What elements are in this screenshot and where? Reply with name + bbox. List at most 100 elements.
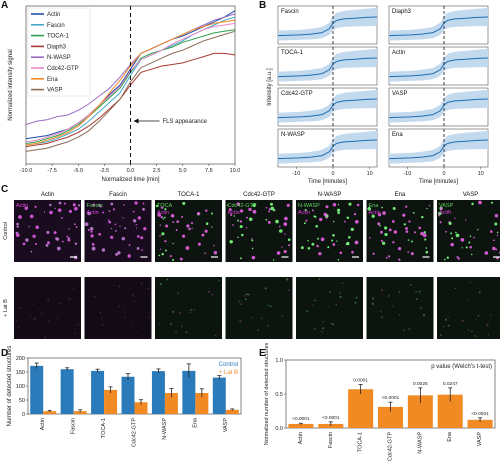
fluorescent-spot xyxy=(440,207,443,210)
fluorescent-spot xyxy=(89,226,94,231)
fluorescent-spot xyxy=(354,301,357,304)
fluorescent-spot xyxy=(300,246,304,250)
channel-label: Actin xyxy=(439,210,451,216)
fluorescent-spot xyxy=(354,240,359,245)
bar-control xyxy=(151,371,165,414)
x-tick-label: 5.0 xyxy=(179,168,187,174)
fluorescent-spot xyxy=(197,242,201,246)
fluorescent-spot xyxy=(377,222,381,226)
fluorescent-spot xyxy=(407,239,410,241)
fluorescent-spot xyxy=(307,240,309,242)
pvalue-label: 0.0001 xyxy=(353,377,368,383)
confidence-band xyxy=(278,89,377,123)
fluorescent-spot xyxy=(61,217,63,219)
x-category-label: N-WASP xyxy=(162,418,168,440)
fluorescent-spot xyxy=(351,250,354,254)
x-category-label: Cdc42-GTP xyxy=(388,432,394,461)
fluorescent-spot xyxy=(471,253,473,256)
channel-label: TOCA xyxy=(157,203,173,209)
fluorescent-spot xyxy=(74,242,78,245)
fluorescent-spot xyxy=(182,201,186,205)
fluorescent-spot xyxy=(161,252,164,256)
fluorescent-spot xyxy=(75,226,78,228)
micrograph-tile xyxy=(225,277,293,339)
fluorescent-spot xyxy=(47,320,50,323)
legend-entry: Fascin xyxy=(47,23,65,29)
fluorescent-spot xyxy=(493,239,495,242)
row-label: Control xyxy=(3,222,9,240)
fluorescent-spot xyxy=(425,250,429,254)
fluorescent-spot xyxy=(58,302,61,305)
fluorescent-spot xyxy=(101,317,104,320)
fluorescent-spot xyxy=(46,230,50,234)
panel-letter-d: D xyxy=(1,348,9,359)
fluorescent-spot xyxy=(407,251,410,253)
subplot-title: VASP xyxy=(392,91,408,97)
fluorescent-spot xyxy=(240,303,243,306)
fluorescent-spot xyxy=(49,210,53,215)
pvalue-label: <0.0001 xyxy=(292,416,310,422)
fluorescent-spot xyxy=(315,224,319,228)
fluorescent-spot xyxy=(185,331,188,334)
fluorescent-spot xyxy=(438,214,440,217)
fluorescent-spot xyxy=(244,298,247,301)
panel-c-micrographs: Control+ Lat BActinActinFascinFascinActi… xyxy=(3,192,500,339)
fluorescent-spot xyxy=(148,317,151,319)
x-tick-label: 0.0 xyxy=(127,168,135,174)
bar xyxy=(348,389,374,428)
fluorescent-spot xyxy=(66,235,69,238)
subplot-title: Ena xyxy=(392,132,403,138)
fluorescent-spot xyxy=(478,200,482,205)
fluorescent-spot xyxy=(34,317,37,320)
fluorescent-spot xyxy=(283,222,288,226)
fluorescent-spot xyxy=(228,208,232,212)
micrograph-tile xyxy=(84,277,152,339)
fluorescent-spot xyxy=(391,220,395,223)
x-tick-label: -7.5 xyxy=(47,168,56,174)
fluorescent-spot xyxy=(279,229,283,233)
fluorescent-spot xyxy=(484,251,489,255)
fluorescent-spot xyxy=(58,201,62,205)
channel-label: Ena xyxy=(369,203,380,209)
fluorescent-spot xyxy=(468,241,471,244)
fluorescent-spot xyxy=(135,330,137,333)
fluorescent-spot xyxy=(339,291,341,294)
fluorescent-spot xyxy=(331,239,334,242)
fluorescent-spot xyxy=(136,246,140,250)
fluorescent-spot xyxy=(303,222,306,225)
fluorescent-spot xyxy=(325,205,329,209)
fluorescent-spot xyxy=(239,257,242,260)
legend-entry: N-WASP xyxy=(47,55,71,61)
fluorescent-spot xyxy=(387,255,391,258)
fluorescent-spot xyxy=(182,234,186,238)
fluorescent-spot xyxy=(446,256,449,259)
fluorescent-spot xyxy=(138,295,140,297)
fluorescent-spot xyxy=(495,248,498,251)
fluorescent-spot xyxy=(469,281,472,284)
fluorescent-spot xyxy=(307,247,311,250)
fluorescent-spot xyxy=(372,252,375,255)
fluorescent-spot xyxy=(16,225,19,228)
fluorescent-spot xyxy=(49,203,52,207)
mean-line xyxy=(277,16,378,37)
y-tick-label: 100 xyxy=(16,384,25,390)
micrograph-column-title: N-WASP xyxy=(318,192,342,198)
bar-control xyxy=(91,370,105,414)
fluorescent-spot xyxy=(142,207,145,211)
fluorescent-spot xyxy=(314,328,316,330)
fluorescent-spot xyxy=(467,329,470,332)
fls-annotation: FLS appearance xyxy=(163,119,208,125)
fluorescent-spot xyxy=(316,237,319,240)
fluorescent-spot xyxy=(211,293,214,296)
fluorescent-spot xyxy=(162,218,164,220)
fluorescent-spot xyxy=(381,316,383,318)
fluorescent-spot xyxy=(87,211,91,216)
fluorescent-spot xyxy=(170,322,172,325)
fluorescent-spot xyxy=(415,290,417,293)
fluorescent-spot xyxy=(372,297,374,299)
fluorescent-spot xyxy=(267,220,271,224)
fluorescent-spot xyxy=(127,254,131,258)
fluorescent-spot xyxy=(475,318,477,321)
x-tick-label: -2.5 xyxy=(100,168,109,174)
fluorescent-spot xyxy=(490,201,494,204)
